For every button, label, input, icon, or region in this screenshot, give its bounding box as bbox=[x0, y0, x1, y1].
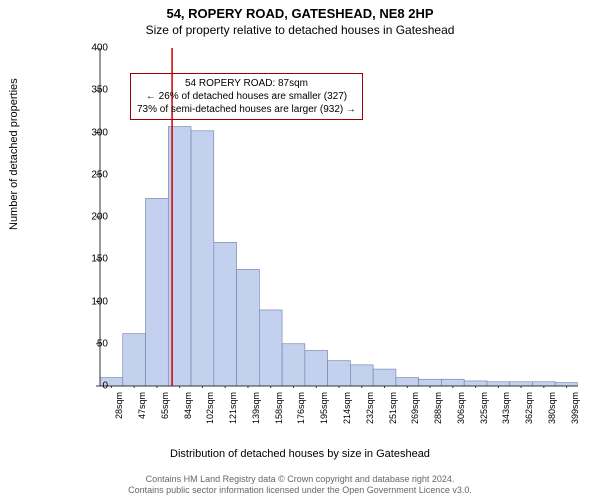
x-tick: 176sqm bbox=[296, 392, 306, 424]
x-tick: 269sqm bbox=[410, 392, 420, 424]
annotation-line2: ← 26% of detached houses are smaller (32… bbox=[137, 90, 356, 103]
x-tick: 121sqm bbox=[228, 392, 238, 424]
x-tick: 195sqm bbox=[319, 392, 329, 424]
x-tick: 84sqm bbox=[183, 392, 193, 419]
x-tick: 380sqm bbox=[547, 392, 557, 424]
x-tick: 214sqm bbox=[342, 392, 352, 424]
y-tick: 50 bbox=[68, 338, 108, 349]
y-axis-label: Number of detached properties bbox=[8, 78, 20, 230]
x-tick: 325sqm bbox=[479, 392, 489, 424]
y-tick: 350 bbox=[68, 85, 108, 96]
y-tick: 150 bbox=[68, 254, 108, 265]
x-tick: 251sqm bbox=[388, 392, 398, 424]
y-tick: 0 bbox=[68, 381, 108, 392]
x-tick: 399sqm bbox=[570, 392, 580, 424]
x-axis-label: Distribution of detached houses by size … bbox=[0, 448, 600, 460]
x-tick: 362sqm bbox=[524, 392, 534, 424]
x-tick: 139sqm bbox=[251, 392, 261, 424]
x-tick: 28sqm bbox=[114, 392, 124, 419]
x-tick: 343sqm bbox=[501, 392, 511, 424]
main-title: 54, ROPERY ROAD, GATESHEAD, NE8 2HP bbox=[0, 0, 600, 21]
annotation-box: 54 ROPERY ROAD: 87sqm ← 26% of detached … bbox=[130, 73, 363, 120]
chart-container: 54, ROPERY ROAD, GATESHEAD, NE8 2HP Size… bbox=[0, 0, 600, 500]
footer-line2: Contains public sector information licen… bbox=[0, 485, 600, 496]
annotation-line3: 73% of semi-detached houses are larger (… bbox=[137, 103, 356, 116]
y-tick: 250 bbox=[68, 169, 108, 180]
annotation-line1: 54 ROPERY ROAD: 87sqm bbox=[137, 77, 356, 90]
footer-line1: Contains HM Land Registry data © Crown c… bbox=[0, 474, 600, 485]
sub-title: Size of property relative to detached ho… bbox=[0, 21, 600, 37]
chart-area: 54 ROPERY ROAD: 87sqm ← 26% of detached … bbox=[48, 48, 578, 418]
y-tick: 200 bbox=[68, 212, 108, 223]
y-tick: 300 bbox=[68, 127, 108, 138]
x-tick: 288sqm bbox=[433, 392, 443, 424]
x-tick: 232sqm bbox=[365, 392, 375, 424]
x-tick: 102sqm bbox=[205, 392, 215, 424]
footer-attribution: Contains HM Land Registry data © Crown c… bbox=[0, 474, 600, 497]
x-tick: 65sqm bbox=[160, 392, 170, 419]
y-tick: 400 bbox=[68, 43, 108, 54]
x-tick: 306sqm bbox=[456, 392, 466, 424]
y-tick: 100 bbox=[68, 296, 108, 307]
x-tick: 47sqm bbox=[137, 392, 147, 419]
x-tick: 158sqm bbox=[274, 392, 284, 424]
